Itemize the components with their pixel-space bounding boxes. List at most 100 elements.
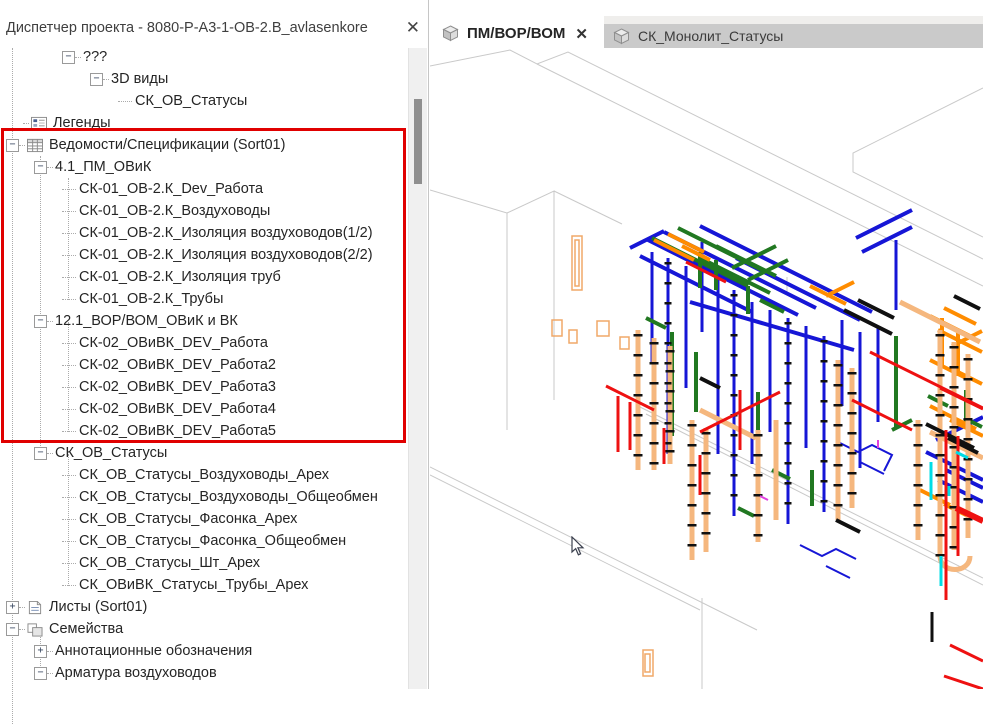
tree-item[interactable]: − СК_ОВ_Статусы [0, 442, 404, 464]
tree-connector [62, 430, 76, 432]
expander-minus-icon[interactable]: − [6, 622, 19, 636]
expander-plus-icon[interactable]: + [34, 644, 47, 658]
tree-item[interactable]: СК-01_ОВ-2.К_Изоляция воздуховодов(2/2) [0, 244, 404, 266]
tree-item[interactable]: − 3D виды [0, 68, 404, 90]
tree-connector [75, 56, 81, 58]
tree-item[interactable]: СК-01_ОВ-2.К_Трубы [0, 288, 404, 310]
tree-connector [47, 672, 53, 674]
expander-plus-icon[interactable]: + [6, 600, 19, 614]
tree-item-label: СК-01_ОВ-2.К_Dev_Работа [79, 181, 264, 197]
family-icon [26, 622, 44, 637]
close-tab-icon[interactable]: ✕ [575, 25, 588, 43]
tab-pm-vor-vom[interactable]: ПМ/ВОР/ВОМ ✕ [433, 19, 603, 48]
expander-minus-icon[interactable]: − [6, 138, 19, 152]
3d-viewport[interactable] [429, 0, 983, 689]
tan-outline-equipment [551, 235, 654, 677]
tree-item[interactable]: СК_ОВ_Статусы_Воздуховоды_Арех [0, 464, 404, 486]
tree-item[interactable]: СК-01_ОВ-2.К_Изоляция воздуховодов(1/2) [0, 222, 404, 244]
tree-connector [62, 518, 76, 520]
black-fitting-ticks [633, 262, 981, 642]
tree-item[interactable]: − Семейства [0, 618, 404, 640]
tree-item-label: СК-02_ОВиВК_DEV_Работа4 [79, 401, 276, 417]
tree-connector [62, 232, 76, 234]
tab-label: СК_Монолит_Статусы [638, 28, 784, 44]
expander-minus-icon[interactable]: − [34, 666, 47, 680]
tree-item-label: СК_ОВ_Статусы_Воздуховоды_Арех [79, 467, 330, 483]
project-browser-tree: − ??? − 3D виды СК_ОВ_Статусы Легенды − … [0, 46, 404, 724]
panel-header: Диспетчер проекта - 8080-Р-А3-1-ОВ-2.В_a… [0, 16, 428, 44]
tree-connector [62, 540, 76, 542]
tree-guide-line [40, 156, 41, 454]
tree-connector [103, 78, 109, 80]
tree-item[interactable]: СК-01_ОВ-2.К_Dev_Работа [0, 178, 404, 200]
tree-item-label: СК_ОВиВК_Статусы_Трубы_Арех [79, 577, 309, 593]
expander-icon[interactable] [6, 117, 23, 130]
tree-item-label: СК-01_ОВ-2.К_Изоляция воздуховодов(2/2) [79, 247, 373, 263]
scrollbar-thumb[interactable] [414, 99, 422, 184]
tree-item[interactable]: СК-01_ОВ-2.К_Изоляция труб [0, 266, 404, 288]
tree-item[interactable]: СК_ОВиВК_Статусы_Трубы_Арех [0, 574, 404, 596]
tree-connector [47, 452, 53, 454]
sheet-icon [26, 600, 44, 615]
tree-connector [62, 496, 76, 498]
expander-minus-icon[interactable]: − [34, 446, 47, 460]
tree-item[interactable]: + Листы (Sort01) [0, 596, 404, 618]
tree-connector [62, 254, 76, 256]
tree-item[interactable]: СК_ОВ_Статусы_Шт_Арех [0, 552, 404, 574]
tree-item[interactable]: СК_ОВ_Статусы_Воздуховоды_Общеобмен [0, 486, 404, 508]
tree-item-label: СК-02_ОВиВК_DEV_Работа3 [79, 379, 276, 395]
tree-item-label: СК_ОВ_Статусы_Фасонка_Общеобмен [79, 533, 347, 549]
tree-item[interactable]: − Арматура воздуховодов [0, 662, 404, 684]
tree-item-label: Листы (Sort01) [49, 599, 148, 615]
tree-item[interactable]: СК-02_ОВиВК_DEV_Работа4 [0, 398, 404, 420]
tree-scrollbar[interactable] [408, 48, 427, 689]
tree-connector [62, 562, 76, 564]
panel-title: Диспетчер проекта - 8080-Р-А3-1-ОВ-2.В_a… [6, 20, 368, 36]
magenta-accent-lines [759, 440, 879, 501]
tree-item[interactable]: Легенды [0, 112, 404, 134]
tree-item[interactable]: СК-02_ОВиВК_DEV_Работа [0, 332, 404, 354]
mouse-cursor [571, 536, 585, 556]
tree-connector [19, 628, 25, 630]
tree-guide-line [68, 322, 69, 432]
tree-item-label: СК-01_ОВ-2.К_Изоляция воздуховодов(1/2) [79, 225, 373, 241]
tree-item-label: СК_ОВ_Статусы [135, 93, 248, 109]
tree-item-label: СК_ОВ_Статусы_Фасонка_Арех [79, 511, 298, 527]
tree-connector [47, 320, 53, 322]
expander-minus-icon[interactable]: − [90, 72, 103, 86]
tan-pipe-columns [635, 299, 983, 572]
tabbar-background [604, 16, 983, 24]
tree-item[interactable]: СК_ОВ_Статусы_Фасонка_Арех [0, 508, 404, 530]
tree-item[interactable]: СК_ОВ_Статусы_Фасонка_Общеобмен [0, 530, 404, 552]
view-tab-bar: СК_Монолит_Статусы ПМ/ВОР/ВОМ ✕ [429, 0, 983, 48]
tree-item-label: СК_ОВ_Статусы_Шт_Арех [79, 555, 261, 571]
tree-item-label: СК-02_ОВиВК_DEV_Работа5 [79, 423, 276, 439]
tree-item[interactable]: СК-02_ОВиВК_DEV_Работа3 [0, 376, 404, 398]
tree-connector [62, 188, 76, 190]
red-pipe-lines [605, 260, 983, 689]
tree-item[interactable]: − 4.1_ПМ_ОВиК [0, 156, 404, 178]
panel-divider [428, 0, 429, 689]
tree-item-label: 3D виды [111, 71, 169, 87]
tree-item[interactable]: СК-02_ОВиВК_DEV_Работа2 [0, 354, 404, 376]
expander-minus-icon[interactable]: − [62, 50, 75, 64]
tree-item-label: СК-01_ОВ-2.К_Изоляция труб [79, 269, 281, 285]
tree-item[interactable]: − Ведомости/Спецификации (Sort01) [0, 134, 404, 156]
tree-item[interactable]: СК_ОВ_Статусы [0, 90, 404, 112]
3d-model-canvas[interactable] [430, 48, 983, 689]
expander-minus-icon[interactable]: − [34, 314, 47, 328]
tree-connector [47, 650, 53, 652]
close-panel-icon[interactable]: ✕ [405, 18, 420, 37]
expander-minus-icon[interactable]: − [34, 160, 47, 174]
tree-connector [47, 166, 53, 168]
tree-item-label: 4.1_ПМ_ОВиК [55, 159, 152, 175]
tree-item[interactable]: СК-02_ОВиВК_DEV_Работа5 [0, 420, 404, 442]
tree-item[interactable]: − ??? [0, 46, 404, 68]
tree-item[interactable]: СК-01_ОВ-2.К_Воздуховоды [0, 200, 404, 222]
tree-item[interactable]: − 12.1_ВОР/ВОМ_ОВиК и ВК [0, 310, 404, 332]
3d-view-icon [441, 25, 460, 42]
tab-sk-monolit-statusy[interactable]: СК_Монолит_Статусы [604, 24, 983, 48]
cyan-accent-lines [929, 450, 969, 586]
tree-connector [62, 342, 76, 344]
tree-item[interactable]: + Аннотационные обозначения [0, 640, 404, 662]
